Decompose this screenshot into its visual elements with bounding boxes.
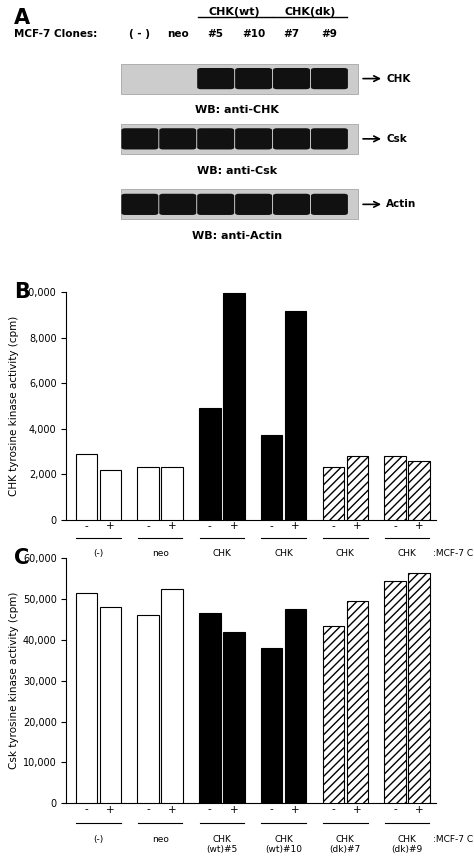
- Text: #7: #7: [283, 29, 300, 39]
- Text: WB: anti-Csk: WB: anti-Csk: [197, 166, 277, 176]
- Text: WB: anti-CHK: WB: anti-CHK: [195, 106, 279, 115]
- FancyBboxPatch shape: [121, 128, 158, 149]
- Text: CHK: CHK: [386, 74, 410, 83]
- Bar: [223, 632, 245, 803]
- Bar: [408, 460, 430, 520]
- Bar: [162, 467, 183, 520]
- Bar: [137, 615, 159, 803]
- Bar: [199, 408, 221, 520]
- Text: neo: neo: [152, 835, 169, 844]
- Text: #10: #10: [242, 29, 265, 39]
- FancyBboxPatch shape: [311, 68, 348, 89]
- Text: CHK
(dk)#7: CHK (dk)#7: [330, 549, 361, 569]
- Text: :MCF-7 Clones: :MCF-7 Clones: [433, 549, 474, 558]
- Bar: [261, 436, 283, 520]
- Bar: [408, 573, 430, 803]
- Text: (-): (-): [93, 835, 104, 844]
- Text: CHK
(dk)#9: CHK (dk)#9: [392, 549, 423, 569]
- Text: CHK
(wt)#5: CHK (wt)#5: [206, 549, 237, 569]
- Bar: [285, 312, 307, 520]
- Text: CHK
(dk)#9: CHK (dk)#9: [392, 835, 423, 855]
- FancyBboxPatch shape: [311, 128, 348, 149]
- FancyBboxPatch shape: [197, 68, 234, 89]
- FancyBboxPatch shape: [273, 194, 310, 215]
- Text: Actin: Actin: [386, 199, 417, 210]
- Text: neo: neo: [167, 29, 189, 39]
- FancyBboxPatch shape: [235, 194, 272, 215]
- Text: :MCF-7 Clones: :MCF-7 Clones: [433, 835, 474, 844]
- FancyBboxPatch shape: [197, 194, 234, 215]
- Text: ( - ): ( - ): [129, 29, 150, 39]
- FancyBboxPatch shape: [235, 128, 272, 149]
- Text: CHK(dk): CHK(dk): [285, 7, 336, 16]
- Y-axis label: CHK tyrosine kinase activity (cpm): CHK tyrosine kinase activity (cpm): [9, 316, 18, 496]
- Text: C: C: [14, 548, 29, 568]
- FancyBboxPatch shape: [159, 194, 196, 215]
- Bar: [121, 189, 358, 219]
- Bar: [322, 467, 344, 520]
- FancyBboxPatch shape: [273, 128, 310, 149]
- Bar: [121, 64, 358, 94]
- Text: CHK
(wt)#5: CHK (wt)#5: [206, 835, 237, 855]
- Bar: [384, 581, 406, 803]
- FancyBboxPatch shape: [121, 194, 158, 215]
- Text: #9: #9: [321, 29, 337, 39]
- FancyBboxPatch shape: [235, 68, 272, 89]
- Bar: [137, 467, 159, 520]
- Bar: [76, 593, 97, 803]
- Text: #5: #5: [208, 29, 224, 39]
- Bar: [285, 609, 307, 803]
- Text: MCF-7 Clones:: MCF-7 Clones:: [14, 29, 98, 39]
- Text: B: B: [14, 282, 30, 302]
- Text: CHK
(wt)#10: CHK (wt)#10: [265, 549, 302, 569]
- FancyBboxPatch shape: [273, 68, 310, 89]
- Y-axis label: Csk tyrosine kinase activity (cpm): Csk tyrosine kinase activity (cpm): [9, 592, 18, 770]
- Bar: [322, 625, 344, 803]
- Bar: [223, 293, 245, 520]
- Bar: [346, 601, 368, 803]
- Bar: [199, 613, 221, 803]
- Bar: [261, 648, 283, 803]
- Bar: [162, 589, 183, 803]
- FancyBboxPatch shape: [159, 128, 196, 149]
- Text: Csk: Csk: [386, 134, 407, 143]
- Text: CHK(wt): CHK(wt): [209, 7, 260, 16]
- FancyBboxPatch shape: [197, 128, 234, 149]
- Text: (-): (-): [93, 549, 104, 558]
- Bar: [346, 456, 368, 520]
- FancyBboxPatch shape: [311, 194, 348, 215]
- Text: neo: neo: [152, 549, 169, 558]
- Bar: [100, 607, 121, 803]
- Bar: [121, 124, 358, 154]
- Text: CHK
(dk)#7: CHK (dk)#7: [330, 835, 361, 855]
- Text: CHK
(wt)#10: CHK (wt)#10: [265, 835, 302, 855]
- Bar: [76, 454, 97, 520]
- Text: A: A: [14, 8, 30, 27]
- Bar: [384, 456, 406, 520]
- Text: WB: anti-Actin: WB: anti-Actin: [192, 231, 282, 241]
- Bar: [100, 470, 121, 520]
